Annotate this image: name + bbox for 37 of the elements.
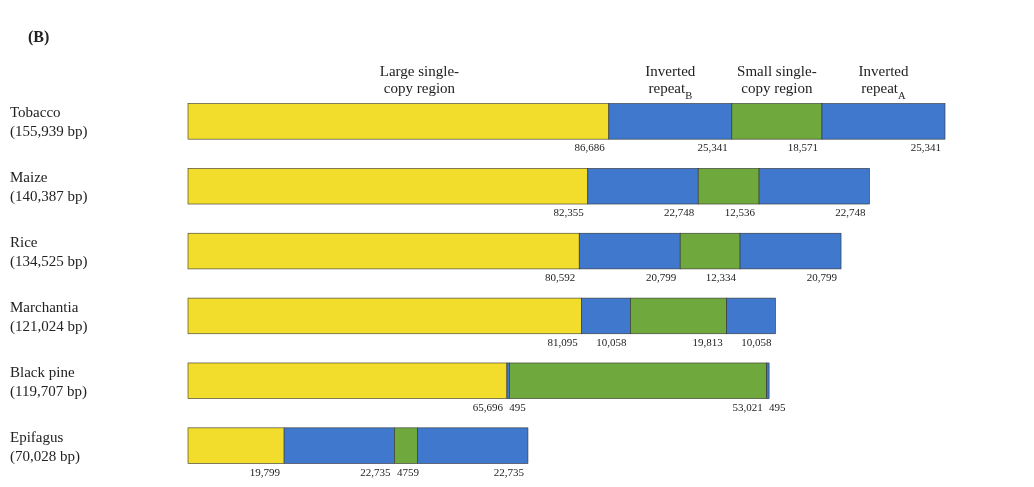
data-label: 495 [509,400,527,413]
data-label: 19,799 [249,465,281,478]
data-label: 53,021 [732,400,763,413]
data-label: 22,748 [663,206,695,219]
y-tick-label: Black pine (119,707 bp) [10,363,87,400]
data-label: 82,355 [553,206,585,219]
data-label: 12,536 [724,206,756,219]
data-label: 10,058 [741,335,773,348]
y-tick-label: Tobacco (155,939 bp) [10,104,88,141]
data-label: 86,686 [574,141,606,154]
series-label: Small single-copy region [737,63,817,97]
bar [509,362,768,399]
data-label: 81,095 [547,335,579,348]
text: (B) [28,28,50,46]
data-label: 25,341 [910,141,941,154]
data-label: 10,058 [596,335,627,348]
series-label: Inverted repeat$_{B}$ [645,63,696,101]
data-label: 20,799 [806,270,838,283]
data-label: 22,735 [360,465,391,478]
data-label: 65,696 [472,400,504,413]
data-label: 19,813 [692,335,724,348]
y-tick-label: Epifagus (70,028 bp) [10,428,80,465]
data-label: 495 [769,400,787,413]
bar [187,362,508,399]
y-tick-label: Rice (134,525 bp) [10,234,88,271]
data-label: 80,592 [544,270,576,283]
data-label: 18,571 [787,141,818,154]
data-label: 25,341 [697,141,728,154]
y-tick-label: Marchantia (121,024 bp) [10,298,88,335]
series-label: Inverted repeat$_{A}$ [858,63,909,101]
series-label: Large single-copy region [379,63,460,97]
data-label: 12,334 [705,270,737,283]
data-label: 4759 [396,465,420,478]
data-label: 22,735 [493,465,525,478]
y-tick-label: Maize (140,387 bp) [10,169,88,206]
data-label: 22,748 [835,206,866,219]
data-label: 20,799 [645,270,677,283]
